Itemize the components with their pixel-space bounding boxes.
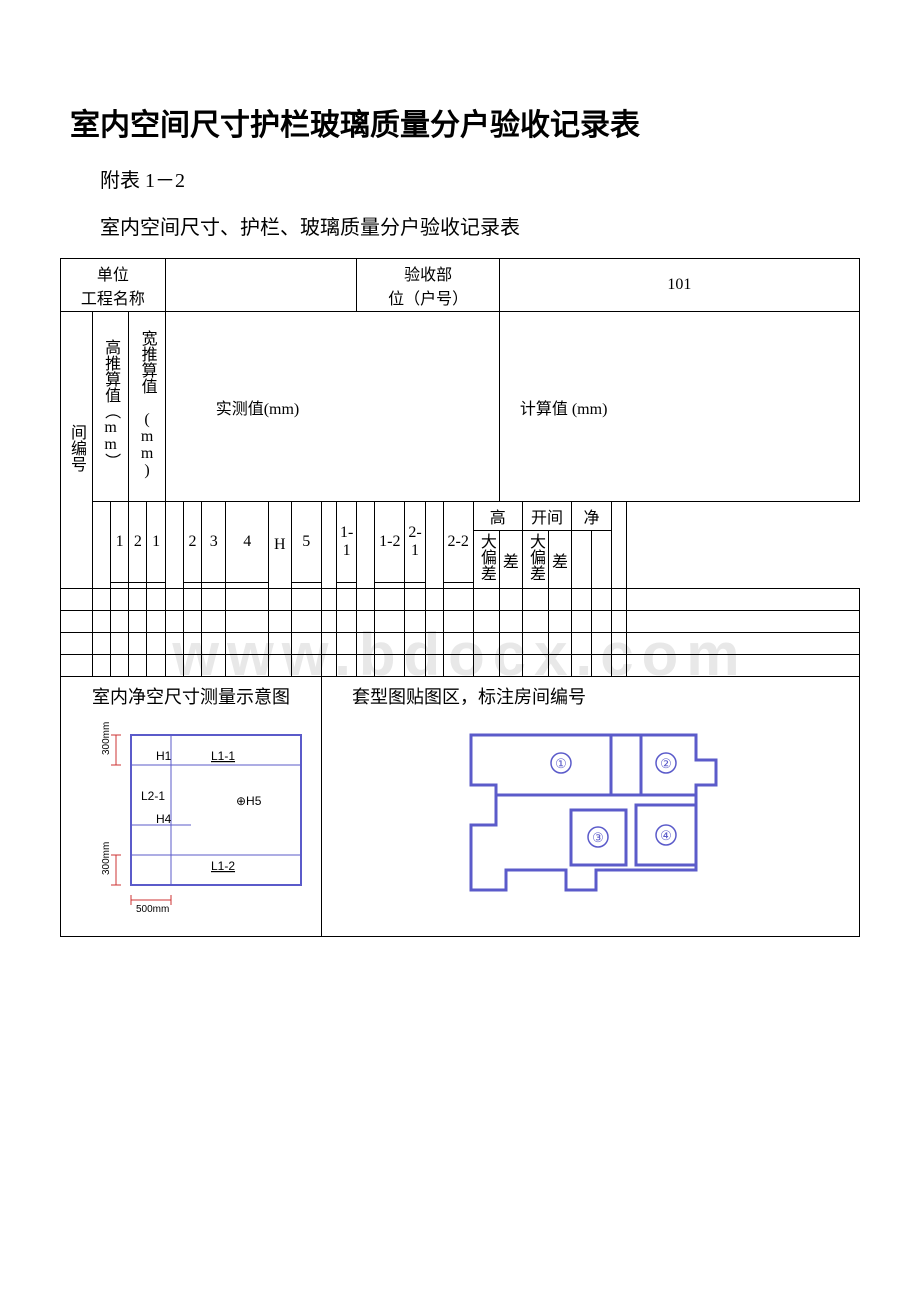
- L11-label: L1-1: [211, 749, 235, 763]
- bottom-dim-text: 300mm: [101, 842, 112, 875]
- net-height-label: 高: [473, 502, 522, 531]
- top-dim-text: 300mm: [101, 722, 112, 755]
- data-row-2: [61, 611, 860, 633]
- h-sub-2: 2: [129, 502, 147, 583]
- max-dev-2: 大偏差: [522, 531, 548, 589]
- h1-col: [92, 502, 110, 589]
- inspection-location-label: 验收部 位（户号）: [357, 259, 500, 312]
- l12: 1-2: [375, 502, 405, 583]
- h-dim-text: 500mm: [136, 904, 169, 915]
- bottom-dim-group: 300mm: [101, 842, 121, 885]
- H1-label: H1: [156, 749, 172, 763]
- height-est-label: 高推算值（mm）: [92, 312, 128, 502]
- calculated-label: 计算值 (mm): [499, 312, 859, 502]
- right-diagram-title: 套型图贴图区，标注房间编号: [322, 677, 859, 715]
- left-diagram-title: 室内净空尺寸测量示意图: [61, 677, 321, 715]
- unit-project-name-label: 单位 工程名称: [61, 259, 166, 312]
- inspection-location-value: 101: [499, 259, 859, 312]
- diagram-row: 室内净空尺寸测量示意图 300mm: [61, 677, 860, 937]
- data-row-4: [61, 655, 860, 677]
- H4-label: H4: [156, 812, 172, 826]
- floorplan-diagram: ① ② ③ ④: [441, 715, 741, 915]
- blank-dev-3a: [572, 531, 592, 589]
- l11: 1-1: [337, 502, 357, 583]
- max-dev-1: 大偏差: [473, 531, 499, 589]
- h-dim-group: 500mm: [131, 895, 171, 915]
- measurement-diagram: 300mm 300mm: [61, 715, 321, 915]
- room-3-label: ③: [592, 830, 604, 845]
- blank-1: [165, 502, 183, 589]
- table-header-row: 单位 工程名称 验收部 位（户号） 101: [61, 259, 860, 312]
- h-sub-1: 1: [111, 502, 129, 583]
- document-body: 室内空间尺寸护栏玻璃质量分户验收记录表 附表 1－2 室内空间尺寸、护栏、玻璃质…: [60, 100, 860, 937]
- width-est-label: 宽推算值 (mm): [129, 312, 165, 502]
- l22: 2-2: [443, 502, 473, 583]
- H-col: H: [268, 502, 291, 589]
- c4: 4: [226, 502, 269, 583]
- left-diagram-cell: 室内净空尺寸测量示意图 300mm: [61, 677, 322, 937]
- L21-label: L2-1: [141, 789, 165, 803]
- H5-label: ⊕H5: [236, 794, 262, 808]
- blank-dev-3b: [592, 531, 612, 589]
- c2: 2: [183, 502, 201, 583]
- group-label-row: 1 2 1 2 3 4 H 5 1-1 1-2 2-1 2-2 高 开间 净: [61, 502, 860, 531]
- measured-label: 实测值(mm): [165, 312, 499, 502]
- inspection-table: 单位 工程名称 验收部 位（户号） 101 间编号 高推算值（mm） 宽推算值 …: [60, 258, 860, 937]
- blank-4: [425, 502, 443, 589]
- l21: 2-1: [405, 502, 425, 583]
- page-title: 室内空间尺寸护栏玻璃质量分户验收记录表: [70, 100, 860, 144]
- room-2-label: ②: [660, 756, 672, 771]
- room-1-label: ①: [555, 756, 567, 771]
- dev-1: 差: [499, 531, 522, 589]
- blank-5: [612, 502, 627, 589]
- data-row-3: [61, 633, 860, 655]
- label-row-1: 间编号 高推算值（mm） 宽推算值 (mm) 实测值(mm) 计算值 (mm): [61, 312, 860, 502]
- data-row-1: [61, 589, 860, 611]
- L12-label: L1-2: [211, 859, 235, 873]
- floorplan-walls: [471, 735, 716, 890]
- dev-2: 差: [549, 531, 572, 589]
- unit-project-name-value: [165, 259, 357, 312]
- w-sub-1: 1: [147, 502, 165, 583]
- subtitle: 室内空间尺寸、护栏、玻璃质量分户验收记录表: [100, 211, 860, 240]
- net-depth-label: 净: [572, 502, 612, 531]
- c5: 5: [291, 502, 322, 583]
- bay-label: 开间: [522, 502, 571, 531]
- right-diagram-cell: 套型图贴图区，标注房间编号: [322, 677, 860, 937]
- c3: 3: [202, 502, 226, 583]
- appendix-label: 附表 1－2: [100, 164, 860, 193]
- blank-2: [322, 502, 337, 589]
- room-id-label: 间编号: [61, 312, 93, 589]
- top-dim-group: 300mm: [101, 722, 121, 765]
- blank-3: [357, 502, 375, 589]
- room-4-label: ④: [660, 828, 672, 843]
